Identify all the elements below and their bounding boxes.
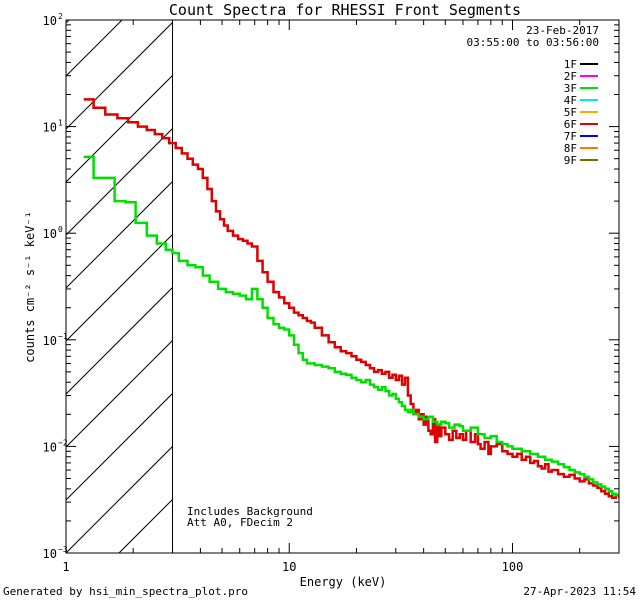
footer-generated: Generated by hsi_min_spectra_plot.pro [3,585,248,598]
y-axis-label: counts cm⁻² s⁻¹ keV⁻¹ [23,211,37,363]
legend-label: 1F [564,58,577,71]
y-tick-exponent: −3 [58,545,68,554]
y-tick-exponent: −1 [58,332,68,341]
hatch-line [66,233,173,342]
hatch-line [66,339,173,448]
legend-item-3F: 3F [564,82,598,95]
x-tick-label: 100 [502,560,524,574]
legend-item-4F: 4F [564,94,598,107]
legend-label: 9F [564,154,577,167]
series-layer [83,98,619,499]
y-tick-base: 10 [43,227,57,241]
y-tick-label: 10 1 [43,119,63,135]
legend-label: 2F [564,70,577,83]
series-6F [83,98,619,499]
y-tick-base: 10 [43,547,57,561]
hatch-line [66,127,173,236]
legend-item-9F: 9F [564,154,598,167]
legend-item-1F: 1F [564,58,598,71]
y-tick-exponent: 2 [58,12,63,21]
hatch-line [66,392,173,501]
x-tick-labels: 1 10 100 [62,560,523,574]
header-time-range: 03:55:00 to 03:56:00 [467,36,599,49]
hatched-region [66,20,173,553]
series-3F [83,155,619,497]
annotation-background: Includes Background [187,505,313,518]
legend-label: 5F [564,106,577,119]
legend-label: 8F [564,142,577,155]
y-tick-label: 10 −1 [43,332,68,348]
legend-item-8F: 8F [564,142,598,155]
y-tick-base: 10 [43,121,57,135]
hatch-line [66,180,173,289]
plot-frame [65,19,620,554]
annotation-attenuator: Att A0, FDecim 2 [187,516,293,529]
hatch-line [66,286,173,395]
legend-item-6F: 6F [564,118,598,131]
y-tick-base: 10 [43,334,57,348]
y-tick-label: 10 2 [43,12,63,28]
legend-item-7F: 7F [564,130,598,143]
hatch-line [118,498,173,553]
y-tick-base: 10 [43,440,57,454]
legend-label: 6F [564,118,577,131]
header-date: 23-Feb-2017 [526,24,599,37]
y-tick-label: 10 −2 [43,438,68,454]
axis-ticks [65,19,620,554]
x-axis-label: Energy (keV) [300,575,387,589]
hatch-line [66,445,173,553]
legend-label: 7F [564,130,577,143]
hatch-line [66,74,173,183]
y-tick-label: 10 0 [43,225,63,241]
chart-title: Count Spectra for RHESSI Front Segments [169,1,521,19]
y-tick-label: 10 −3 [43,545,68,561]
x-tick-label: 1 [62,560,69,574]
y-tick-base: 10 [43,14,57,28]
hatch-line [66,21,173,130]
legend-item-2F: 2F [564,70,598,83]
y-tick-exponent: 1 [58,119,63,128]
legend-label: 4F [564,94,577,107]
legend-label: 3F [564,82,577,95]
y-tick-exponent: −2 [58,438,68,447]
legend-item-5F: 5F [564,106,598,119]
x-tick-label: 10 [282,560,296,574]
y-tick-exponent: 0 [58,225,63,234]
footer-timestamp: 27-Apr-2023 11:54 [523,585,636,598]
